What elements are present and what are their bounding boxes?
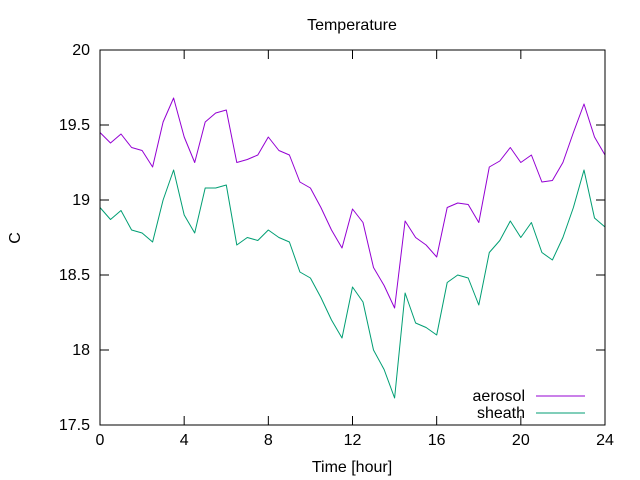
x-tick-label: 8 bbox=[264, 432, 273, 449]
y-tick-label: 19 bbox=[72, 192, 90, 209]
series-layer bbox=[99, 97, 606, 399]
series-line-aerosol bbox=[99, 97, 606, 309]
x-tick-label: 4 bbox=[180, 432, 189, 449]
legend-label-sheath: sheath bbox=[477, 405, 525, 422]
x-axis-title: Time [hour] bbox=[312, 459, 392, 476]
y-axis-title: C bbox=[7, 232, 24, 244]
x-tick-label: 20 bbox=[512, 432, 530, 449]
y-tick-label: 18 bbox=[72, 342, 90, 359]
x-tick-label: 12 bbox=[344, 432, 362, 449]
y-tick-label: 17.5 bbox=[59, 417, 90, 434]
chart-title: Temperature bbox=[307, 17, 397, 34]
legend-label-aerosol: aerosol bbox=[473, 388, 525, 405]
y-tick-label: 20 bbox=[72, 42, 90, 59]
series-line-sheath bbox=[99, 169, 606, 399]
x-tick-label: 0 bbox=[96, 432, 105, 449]
axis-ticks: 17.5 18 18.5 19 19.5 20 0 4 8 12 16 20 24 bbox=[59, 42, 614, 449]
x-tick-label: 16 bbox=[428, 432, 446, 449]
plot-frame bbox=[99, 49, 606, 426]
x-tick-label: 24 bbox=[596, 432, 614, 449]
y-tick-label: 19.5 bbox=[59, 117, 90, 134]
y-tick-label: 18.5 bbox=[59, 267, 90, 284]
